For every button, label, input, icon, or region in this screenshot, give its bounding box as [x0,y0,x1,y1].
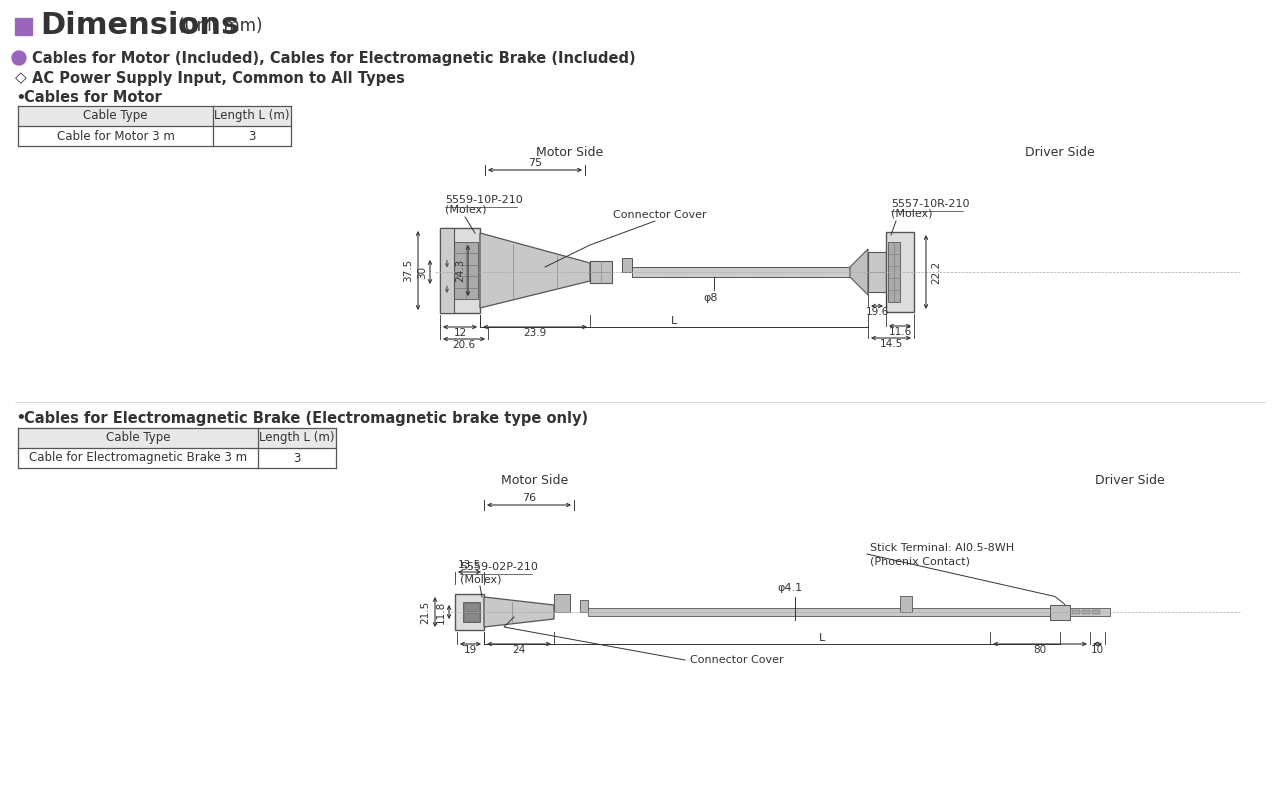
Bar [1073,610,1080,614]
Bar [632,267,850,277]
Text: Cables for Electromagnetic Brake (Electromagnetic brake type only): Cables for Electromagnetic Brake (Electr… [24,410,588,425]
Text: 24.3: 24.3 [454,259,465,282]
Text: Motor Side: Motor Side [536,145,604,158]
Text: L: L [671,316,677,326]
Bar [1082,610,1091,614]
Text: Cables for Motor (Included), Cables for Electromagnetic Brake (Included): Cables for Motor (Included), Cables for … [32,51,636,65]
Text: 10: 10 [1091,645,1105,655]
Text: 14.5: 14.5 [879,339,902,349]
Text: 3: 3 [293,452,301,464]
Text: 19: 19 [463,645,477,655]
Text: ◇: ◇ [15,71,27,86]
Text: Cable Type: Cable Type [106,432,170,444]
Text: 13.5: 13.5 [458,560,481,570]
Text: 11.6: 11.6 [888,327,911,337]
Text: 80: 80 [1033,645,1047,655]
Text: Cable for Electromagnetic Brake 3 m: Cable for Electromagnetic Brake 3 m [29,452,247,464]
Bar [463,602,480,622]
Bar [1050,604,1070,619]
Text: (Molex): (Molex) [460,574,502,584]
Bar [1092,610,1100,614]
Text: φ8: φ8 [704,293,718,303]
Text: Driver Side: Driver Side [1096,474,1165,487]
Bar [900,596,911,612]
Bar [465,613,479,621]
Text: Dimensions: Dimensions [40,11,239,41]
Text: 5559-10P-210: 5559-10P-210 [445,195,522,205]
Polygon shape [484,597,554,627]
Text: AC Power Supply Input, Common to All Types: AC Power Supply Input, Common to All Typ… [32,71,404,86]
Bar [15,18,32,35]
Text: 5557-10R-210: 5557-10R-210 [891,199,969,209]
Bar [440,228,454,313]
Text: 76: 76 [522,493,536,503]
Polygon shape [850,249,868,295]
Text: 21.5: 21.5 [420,600,430,623]
Text: Length L (m): Length L (m) [214,110,289,122]
Bar [465,603,479,611]
Text: 24: 24 [512,645,526,655]
Text: Connector Cover: Connector Cover [613,210,707,220]
Text: Cables for Motor: Cables for Motor [24,91,161,106]
Text: Motor Side: Motor Side [502,474,568,487]
Text: φ4.1: φ4.1 [777,583,803,593]
Text: 30: 30 [417,266,428,278]
Text: (Molex): (Molex) [891,209,933,219]
Bar [1070,608,1110,616]
Polygon shape [480,233,590,308]
Bar [454,594,484,630]
Text: 75: 75 [527,158,541,168]
Text: 19.6: 19.6 [865,307,888,317]
Bar [18,428,335,448]
Text: •: • [15,89,26,107]
Bar [590,261,612,283]
Text: Stick Terminal: AI0.5-8WH: Stick Terminal: AI0.5-8WH [870,543,1014,553]
Bar [454,242,477,299]
Bar [886,232,914,312]
Bar [440,228,480,313]
Bar [588,608,1050,616]
Text: (Unit mm): (Unit mm) [178,17,262,35]
Bar [868,252,886,292]
Text: 11.8: 11.8 [436,600,445,623]
Text: 20.6: 20.6 [452,340,476,350]
Bar [622,258,632,272]
Bar [580,600,588,612]
Text: 23.9: 23.9 [524,328,547,338]
Circle shape [12,51,26,65]
Text: Length L (m): Length L (m) [260,432,335,444]
Bar [888,242,900,302]
Text: •: • [15,409,26,427]
Text: (Phoenix Contact): (Phoenix Contact) [870,556,970,566]
Text: 3: 3 [248,130,256,142]
Text: L: L [819,633,826,643]
Text: Driver Side: Driver Side [1025,145,1094,158]
Bar [18,106,291,126]
Text: 12: 12 [453,328,467,338]
Text: (Molex): (Molex) [445,205,486,215]
Text: Cable Type: Cable Type [83,110,147,122]
Text: 22.2: 22.2 [931,261,941,284]
Bar [554,594,570,612]
Text: 5559-02P-210: 5559-02P-210 [460,562,538,572]
Text: 37.5: 37.5 [403,259,413,282]
Text: Cable for Motor 3 m: Cable for Motor 3 m [56,130,174,142]
Text: Connector Cover: Connector Cover [690,655,783,665]
